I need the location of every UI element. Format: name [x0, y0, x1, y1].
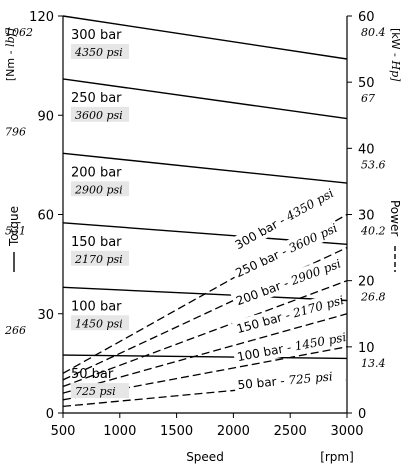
left-alt-tick-label: 796 — [5, 125, 26, 138]
x-tick-label: 3000 — [330, 424, 363, 439]
x-tick-label: 2000 — [217, 424, 250, 439]
left-alt-tick-label: 1062 — [5, 26, 33, 39]
x-axis-unit: [rpm] — [320, 450, 354, 464]
right-alt-tick-label: 53.6 — [361, 158, 386, 171]
torque-alt-label-bg — [71, 315, 129, 331]
right-alt-tick-label: 80.4 — [361, 26, 386, 39]
series — [62, 15, 348, 408]
power-label-psi: 725 psi — [288, 369, 334, 387]
x-tick-label: 2500 — [274, 424, 307, 439]
power-label-bar: 50 bar - — [237, 373, 289, 392]
torque-series-label: 250 bar — [71, 91, 122, 106]
torque-line — [62, 78, 348, 120]
torque-alt-label-bg — [71, 383, 129, 399]
torque-series-alt-label: 2900 psi — [74, 183, 123, 196]
torque-alt-label-bg — [71, 106, 129, 122]
left-axis-unit-alt: lbf] — [4, 27, 17, 47]
torque-series-label: 300 bar — [71, 28, 122, 43]
x-tick-label: 1000 — [103, 424, 136, 439]
right-tick-label: 0 — [358, 407, 366, 422]
torque-alt-label-bg — [71, 181, 129, 197]
right-tick-label: 50 — [358, 76, 375, 91]
left-tick-label: 90 — [37, 109, 54, 124]
torque-alt-label-bg — [71, 44, 129, 59]
right-axis-unit-main: [kW - — [389, 28, 402, 61]
torque-series-label: 200 bar — [71, 165, 122, 180]
right-axis-label: Power — [388, 200, 402, 236]
left-alt-tick-label: 266 — [4, 324, 26, 337]
torque-series-alt-label: 725 psi — [75, 385, 116, 398]
right-alt-tick-label: 40.2 — [360, 225, 386, 238]
right-alt-tick-label: 67 — [361, 92, 375, 105]
power-label-bg — [229, 220, 338, 283]
right-tick-label: 30 — [358, 209, 375, 224]
left-axis-label: Torque — [7, 206, 21, 247]
power-line — [62, 280, 348, 388]
right-tick-label: 40 — [358, 142, 375, 157]
torque-line — [62, 152, 348, 184]
left-tick-label: 60 — [37, 209, 54, 224]
right-alt-tick-label: 26.8 — [360, 291, 386, 304]
right-tick-label: 20 — [358, 275, 375, 290]
x-tick-label: 1500 — [160, 424, 193, 439]
torque-line — [62, 354, 348, 360]
left-tick-label: 120 — [29, 10, 54, 25]
power-label-bg — [230, 255, 341, 311]
x-axis-label: Speed — [186, 450, 224, 464]
power-label-group: 50 bar - 725 psi — [233, 366, 346, 394]
power-label-bg — [229, 185, 335, 255]
torque-series-alt-label: 4350 psi — [74, 46, 123, 59]
power-line — [62, 247, 348, 381]
power-label-bg — [231, 291, 344, 338]
power-label-psi: 2900 psi — [288, 256, 343, 288]
power-label-group: 100 bar - 1450 psi — [232, 328, 347, 366]
right-tick-label: 10 — [358, 341, 375, 356]
torque-alt-label-bg — [71, 250, 129, 266]
power-label-bg — [232, 328, 345, 366]
torque-series-alt-label: 1450 psi — [75, 317, 123, 330]
power-label-bg — [233, 366, 346, 394]
power-label-psi: 4350 psi — [283, 186, 336, 224]
left-axis-unit: [Nm - lbf] — [4, 27, 17, 81]
torque-series-label: 100 bar — [71, 299, 122, 314]
power-line — [62, 313, 348, 394]
left-tick-label: 0 — [46, 407, 54, 422]
torque-series-alt-label: 2170 psi — [74, 253, 123, 266]
right-alt-tick-label: 13.4 — [361, 357, 386, 370]
power-series-label: 50 bar - 725 psi — [237, 369, 333, 392]
series-labels: 300 bar 4350 psi 250 bar 3600 psi 200 bar 290… — [71, 28, 347, 399]
left-alt-tick-label: 531 — [5, 225, 26, 238]
power-label-psi: 2170 psi — [291, 293, 346, 321]
torque-line — [62, 15, 348, 60]
left-tick-label: 30 — [37, 308, 54, 323]
right-axis-unit-alt: Hp] — [389, 60, 402, 83]
power-label-bar: 150 bar - — [235, 307, 295, 336]
torque-series-label: 150 bar — [71, 235, 122, 250]
torque-series-label: 50 bar — [71, 367, 114, 382]
right-tick-label: 60 — [358, 10, 375, 25]
left-axis-unit-main: [Nm - — [4, 47, 17, 81]
right-axis-unit: [kW - Hp] — [389, 28, 402, 82]
torque-series-alt-label: 3600 psi — [75, 109, 123, 122]
x-tick-label: 500 — [51, 424, 76, 439]
